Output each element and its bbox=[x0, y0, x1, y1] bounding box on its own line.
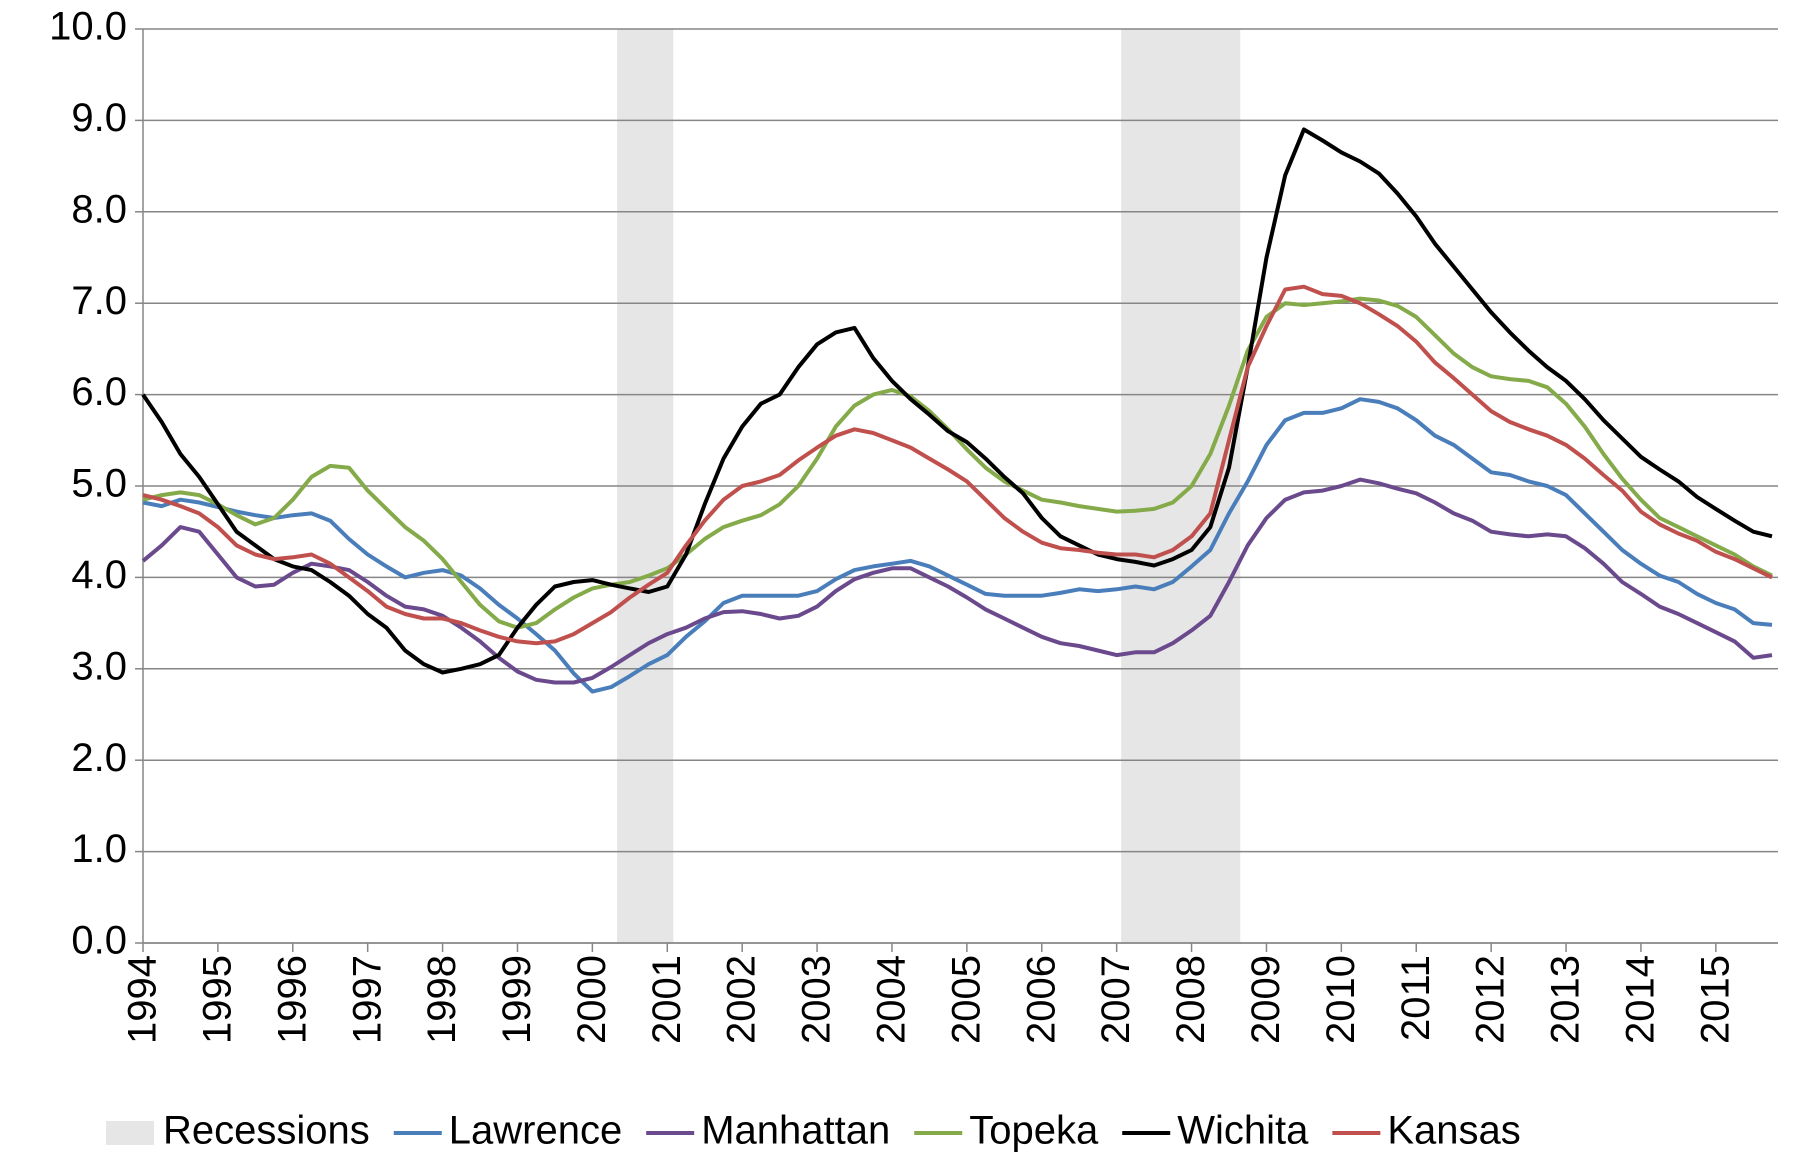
y-tick-label: 0.0 bbox=[71, 919, 127, 963]
x-tick-label: 2008 bbox=[1169, 955, 1213, 1044]
y-tick-label: 8.0 bbox=[71, 187, 127, 231]
series-line bbox=[142, 284, 1773, 646]
x-tick-label: 2013 bbox=[1544, 955, 1588, 1044]
y-tick-label: 10.0 bbox=[49, 5, 127, 49]
x-tick-label: 2002 bbox=[720, 955, 764, 1044]
legend-label: Lawrence bbox=[449, 1109, 622, 1153]
legend-swatch bbox=[106, 1121, 154, 1145]
x-tick-label: 2010 bbox=[1319, 955, 1363, 1044]
legend-label: Kansas bbox=[1387, 1109, 1520, 1153]
x-tick-label: 1998 bbox=[420, 955, 464, 1044]
x-tick-label: 2005 bbox=[944, 955, 988, 1044]
x-tick-label: 1994 bbox=[121, 955, 165, 1044]
x-tick-label: 1996 bbox=[270, 955, 314, 1044]
y-tick-label: 9.0 bbox=[71, 96, 127, 140]
x-tick-label: 2014 bbox=[1619, 955, 1663, 1044]
y-tick-label: 2.0 bbox=[71, 736, 127, 780]
legend-label: Recessions bbox=[163, 1109, 370, 1153]
y-tick-label: 3.0 bbox=[71, 644, 127, 688]
x-tick-label: 2015 bbox=[1693, 955, 1737, 1044]
x-tick-label: 1999 bbox=[495, 955, 539, 1044]
x-tick-label: 1995 bbox=[195, 955, 239, 1044]
y-tick-label: 7.0 bbox=[71, 279, 127, 323]
x-tick-label: 2007 bbox=[1094, 955, 1138, 1044]
y-tick-label: 1.0 bbox=[71, 827, 127, 871]
x-tick-label: 2006 bbox=[1019, 955, 1063, 1044]
y-tick-label: 6.0 bbox=[71, 370, 127, 414]
legend-label: Manhattan bbox=[701, 1109, 890, 1153]
legend-label: Topeka bbox=[969, 1109, 1099, 1153]
x-tick-label: 2000 bbox=[570, 955, 614, 1044]
series-line bbox=[142, 296, 1773, 630]
y-tick-label: 4.0 bbox=[71, 553, 127, 597]
legend-label: Wichita bbox=[1177, 1109, 1309, 1153]
x-tick-label: 2011 bbox=[1394, 955, 1438, 1041]
series-line bbox=[141, 477, 1773, 685]
x-tick-label: 1997 bbox=[345, 955, 389, 1044]
x-tick-label: 2003 bbox=[795, 955, 839, 1044]
y-tick-label: 5.0 bbox=[71, 462, 127, 506]
x-tick-label: 2001 bbox=[645, 955, 689, 1044]
x-tick-label: 2009 bbox=[1244, 955, 1288, 1044]
x-tick-label: 2012 bbox=[1469, 955, 1513, 1044]
series-line bbox=[142, 397, 1773, 694]
series-line bbox=[141, 127, 1773, 675]
x-tick-label: 2004 bbox=[870, 955, 914, 1044]
